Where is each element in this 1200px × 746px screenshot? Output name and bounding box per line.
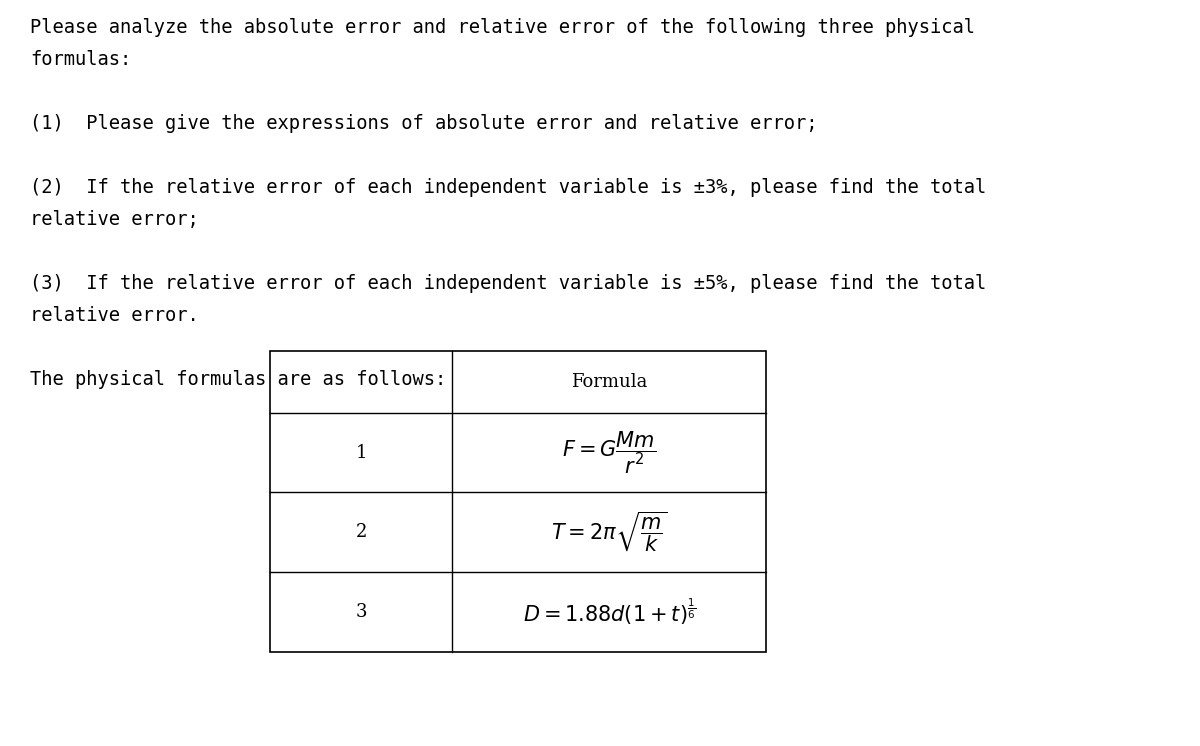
Text: (1)  Please give the expressions of absolute error and relative error;: (1) Please give the expressions of absol… xyxy=(30,114,817,133)
Text: (3)  If the relative error of each independent variable is ±5%, please find the : (3) If the relative error of each indepe… xyxy=(30,274,986,293)
Text: relative error;: relative error; xyxy=(30,210,199,229)
Text: The physical formulas are as follows:: The physical formulas are as follows: xyxy=(30,370,446,389)
Text: $D = 1.88d\left(1+t\right)^{\frac{1}{6}}$: $D = 1.88d\left(1+t\right)^{\frac{1}{6}}… xyxy=(523,597,696,627)
Text: 3: 3 xyxy=(355,603,367,621)
Text: $T = 2\pi\sqrt{\dfrac{m}{k}}$: $T = 2\pi\sqrt{\dfrac{m}{k}}$ xyxy=(551,510,667,554)
Text: 1: 1 xyxy=(355,444,367,462)
Text: Formula: Formula xyxy=(571,373,647,391)
Text: (2)  If the relative error of each independent variable is ±3%, please find the : (2) If the relative error of each indepe… xyxy=(30,178,986,197)
Text: Please analyze the absolute error and relative error of the following three phys: Please analyze the absolute error and re… xyxy=(30,18,974,37)
Text: 2: 2 xyxy=(355,523,367,542)
Text: $F = G\dfrac{Mm}{r^2}$: $F = G\dfrac{Mm}{r^2}$ xyxy=(562,430,656,476)
Text: relative error.: relative error. xyxy=(30,306,199,325)
Text: formulas:: formulas: xyxy=(30,50,131,69)
